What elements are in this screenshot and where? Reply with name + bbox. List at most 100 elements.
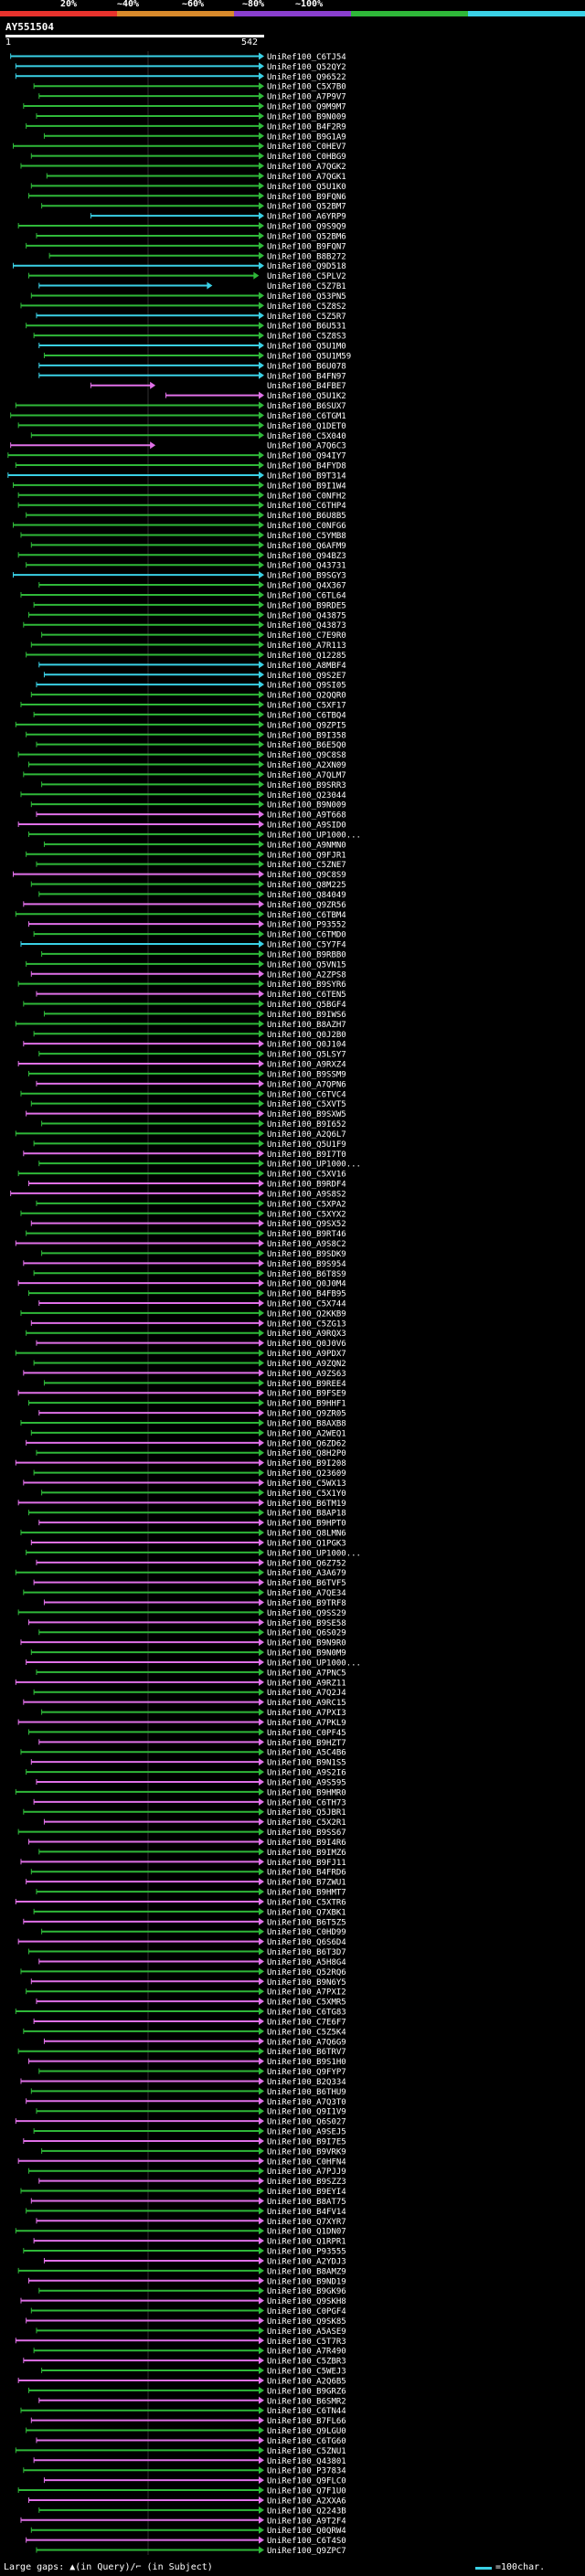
hit-row[interactable]: UniRef100_B6E5Q0 [36,740,346,751]
hit-label[interactable]: UniRef100_Q9SS29 [267,1609,346,1618]
hit-label[interactable]: UniRef100_Q9FJR1 [267,851,346,860]
hit-row[interactable]: UniRef100_Q9D518 [12,261,346,272]
hit-label[interactable]: UniRef100_Q2KKB9 [267,1309,346,1319]
hit-row[interactable]: UniRef100_Q43801 [33,2456,346,2466]
hit-label[interactable]: UniRef100_C5X7B0 [267,83,346,92]
hit-row[interactable]: UniRef100_A7PKL9 [17,1718,346,1728]
hit-row[interactable]: UniRef100_B6T3D7 [27,1947,346,1958]
hit-row[interactable]: UniRef100_B4F2R9 [26,122,346,133]
hit-row[interactable]: UniRef100_B9VRK9 [41,2147,346,2157]
hit-label[interactable]: UniRef100_C0HD99 [267,1928,346,1937]
hit-label[interactable]: UniRef100_Q5LSY7 [267,1051,346,1060]
hit-row[interactable]: UniRef100_Q9ZR56 [23,900,346,910]
hit-row[interactable]: UniRef100_B9RBB0 [41,949,346,960]
hit-label[interactable]: UniRef100_B9RDE5 [267,601,346,610]
hit-row[interactable]: UniRef100_A7R113 [30,641,346,652]
hit-label[interactable]: UniRef100_A7R490 [267,2348,346,2357]
hit-row[interactable]: UniRef100_B6SUX7 [15,401,346,412]
hit-label[interactable]: UniRef100_Q9C8S8 [267,751,346,760]
hit-label[interactable]: UniRef100_C0HEV7 [267,143,346,152]
hit-label[interactable]: UniRef100_C0HBG9 [267,153,346,162]
hit-label[interactable]: UniRef100_B9FQN6 [267,193,346,202]
hit-label[interactable]: UniRef100_B9HPT0 [267,1520,346,1529]
hit-label[interactable]: UniRef100_C5WX13 [267,1479,346,1489]
hit-row[interactable]: UniRef100_Q1DN07 [15,2227,346,2237]
hit-row[interactable]: UniRef100_Q9ZPC7 [36,2546,346,2557]
hit-label[interactable]: UniRef100_Q9ZR05 [267,1410,346,1419]
hit-label[interactable]: UniRef100_A7QE34 [267,1589,346,1598]
hit-row[interactable]: UniRef100_B9SGY3 [12,571,346,581]
hit-row[interactable]: UniRef100_Q9FLC0 [43,2476,346,2486]
hit-row[interactable]: UniRef100_A9SEJ5 [33,2127,346,2137]
hit-label[interactable]: UniRef100_A5ASE9 [267,2327,346,2337]
hit-label[interactable]: UniRef100_B8AMZ9 [267,2267,346,2276]
hit-row[interactable]: UniRef100_Q6Z752 [36,1558,346,1569]
hit-label[interactable]: UniRef100_A2XXA6 [267,2496,346,2506]
hit-row[interactable]: UniRef100_B7FL66 [30,2416,346,2427]
hit-row[interactable]: UniRef100_A9PDX7 [15,1349,346,1360]
hit-label[interactable]: UniRef100_C6TL64 [267,591,346,600]
hit-row[interactable]: UniRef100_A2WEQ1 [30,1428,346,1439]
hit-label[interactable]: UniRef100_B6U8B5 [267,512,346,521]
hit-row[interactable]: UniRef100_B9SRR3 [41,780,346,790]
hit-row[interactable]: UniRef100_B4FV14 [26,2207,346,2217]
hit-row[interactable]: UniRef100_C6TBM4 [15,910,346,920]
hit-row[interactable]: UniRef100_A7PXI2 [26,1988,346,1998]
hit-row[interactable]: UniRef100_Q9FJR1 [26,850,346,861]
hit-row[interactable]: UniRef100_B9SXW5 [26,1109,346,1120]
hit-label[interactable]: UniRef100_C5ZBR3 [267,2358,346,2367]
hit-label[interactable]: UniRef100_B8B272 [267,252,346,261]
hit-row[interactable]: UniRef100_B7ZWU1 [26,1878,346,1888]
hit-row[interactable]: UniRef100_C5ZBR3 [23,2357,346,2367]
hit-row[interactable]: UniRef100_B9RDE5 [33,600,346,611]
hit-row[interactable]: UniRef100_B9SZZ3 [38,2177,346,2188]
hit-row[interactable]: UniRef100_C5PLV2 [27,271,346,282]
hit-label[interactable]: UniRef100_A9ZQN2 [267,1360,346,1369]
hit-label[interactable]: UniRef100_B9S954 [267,1260,346,1269]
hit-label[interactable]: UniRef100_Q1DN07 [267,2228,346,2237]
hit-label[interactable]: UniRef100_Q7XYR7 [267,2218,346,2227]
hit-label[interactable]: UniRef100_B9REE4 [267,1380,346,1389]
hit-row[interactable]: UniRef100_B9EYI4 [20,2187,346,2198]
hit-row[interactable]: UniRef100_Q2243B [38,2506,346,2517]
hit-row[interactable]: UniRef100_B9N1S5 [30,1758,346,1768]
hit-row[interactable]: UniRef100_B9GRZ6 [27,2386,346,2397]
hit-label[interactable]: UniRef100_B9EYI4 [267,2188,346,2197]
hit-label[interactable]: UniRef100_B9I7T0 [267,1150,346,1160]
hit-label[interactable]: UniRef100_B9SYR6 [267,981,346,990]
hit-label[interactable]: UniRef100_B9FJ11 [267,1859,346,1868]
hit-label[interactable]: UniRef100_A7PNC5 [267,1669,346,1678]
hit-row[interactable]: UniRef100_B9REE4 [43,1379,346,1389]
hit-row[interactable]: UniRef100_A7PXI3 [41,1708,346,1719]
hit-row[interactable]: UniRef100_C5YMB8 [20,531,346,541]
hit-row[interactable]: UniRef100_B9I652 [41,1119,346,1130]
hit-row[interactable]: UniRef100_B9RDF4 [27,1180,346,1190]
hit-label[interactable]: UniRef100_B9SE58 [267,1619,346,1628]
hit-label[interactable]: UniRef100_B9I1W4 [267,482,346,491]
hit-row[interactable]: UniRef100_C6TBQ4 [33,710,346,721]
hit-label[interactable]: UniRef100_Q9LGU0 [267,2427,346,2436]
hit-row[interactable]: UniRef100_A7Q6C3 [10,441,346,451]
hit-row[interactable]: UniRef100_B6U8B5 [26,511,346,522]
hit-label[interactable]: UniRef100_B9VRK9 [267,2147,346,2157]
hit-label[interactable]: UniRef100_B9T314 [267,472,346,481]
hit-row[interactable]: UniRef100_Q43873 [23,620,346,631]
hit-label[interactable]: UniRef100_Q6ZD62 [267,1439,346,1448]
hit-row[interactable]: UniRef100_Q43731 [26,561,346,571]
hit-row[interactable]: UniRef100_B9N009 [30,800,346,811]
hit-label[interactable]: UniRef100_Q8LMN6 [267,1530,346,1539]
hit-row[interactable]: UniRef100_B9SYR6 [17,980,346,991]
hit-label[interactable]: UniRef100_B4FV14 [267,2208,346,2217]
hit-label[interactable]: UniRef100_B9I208 [267,1459,346,1468]
hit-row[interactable]: UniRef100_C0HD99 [41,1927,346,1938]
hit-label[interactable]: UniRef100_Q5U1M0 [267,343,346,352]
hit-label[interactable]: UniRef100_Q9SX52 [267,1220,346,1229]
hit-label[interactable]: UniRef100_Q9D518 [267,262,346,271]
hit-row[interactable]: UniRef100_A9S8C2 [15,1239,346,1250]
hit-row[interactable]: UniRef100_Q7XYR7 [36,2217,346,2227]
hit-label[interactable]: UniRef100_A9RQX3 [267,1330,346,1339]
hit-row[interactable]: UniRef100_B9I208 [15,1458,346,1469]
hit-label[interactable]: UniRef100_C6T4S0 [267,2537,346,2546]
hit-label[interactable]: UniRef100_B6T5Z5 [267,1918,346,1927]
hit-label[interactable]: UniRef100_A7PXI2 [267,1988,346,1998]
